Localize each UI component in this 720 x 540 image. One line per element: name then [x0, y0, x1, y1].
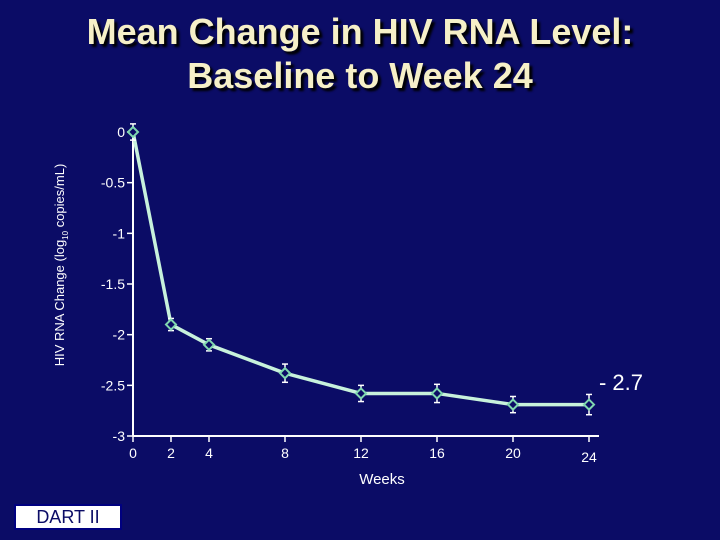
series-line: [131, 131, 589, 407]
data-point: [202, 338, 216, 352]
y-tick-label: -0.5: [101, 175, 125, 191]
data-point: [164, 318, 178, 331]
y-tick-label: -2: [113, 327, 126, 343]
x-axis-label: Weeks: [359, 471, 405, 488]
data-point: [354, 387, 368, 400]
x-tick-label: 8: [281, 445, 289, 461]
x-tick-label: 0: [129, 445, 137, 461]
x-tick-label: 24: [581, 449, 597, 465]
page-title: Mean Change in HIV RNA Level: Baseline t…: [0, 10, 720, 98]
y-tick-label: -2.5: [101, 377, 125, 393]
y-tick-label: -3: [113, 428, 126, 444]
study-badge: DART II: [14, 504, 122, 530]
data-point: [278, 366, 292, 380]
data-point: [506, 398, 520, 412]
x-tick-label: 4: [205, 445, 213, 461]
data-point: [430, 387, 444, 400]
y-tick-label: 0: [117, 124, 125, 140]
data-point: [126, 125, 140, 139]
end-value-annotation: - 2.7: [599, 370, 643, 395]
y-tick-label: -1: [113, 225, 126, 241]
title-line-1: Mean Change in HIV RNA Level:: [86, 11, 634, 52]
x-tick-label: 20: [505, 445, 521, 461]
x-tick-label: 16: [429, 445, 445, 461]
x-tick-label: 2: [167, 445, 175, 461]
x-tick-label: 12: [353, 445, 369, 461]
data-point: [582, 398, 596, 412]
title-line-2: Baseline to Week 24: [187, 55, 533, 96]
y-tick-label: -1.5: [101, 276, 125, 292]
